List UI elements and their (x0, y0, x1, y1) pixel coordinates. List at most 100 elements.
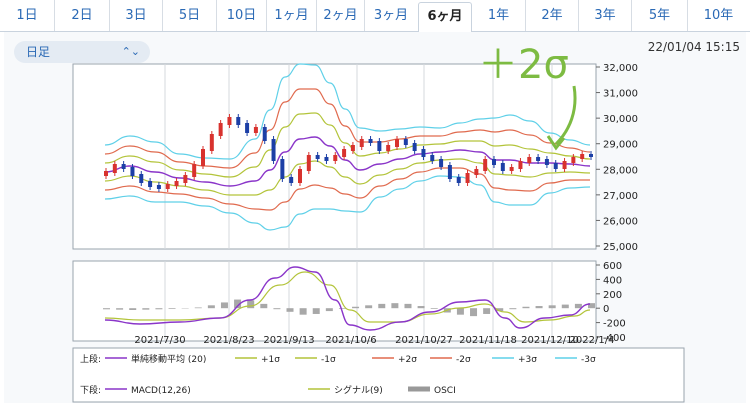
annotation-arrow-head (546, 135, 566, 151)
tab-14[interactable]: 10年 (703, 8, 734, 23)
band-minus3-line (104, 175, 591, 231)
tab-8[interactable]: 3ヶ月 (373, 8, 409, 23)
lower-plot-frame (72, 260, 597, 342)
tab-3[interactable]: 3日 (110, 0, 163, 31)
candle-body-55 (589, 154, 593, 157)
upper-ytick-label-1: 31,000 (603, 89, 638, 100)
osci-bar-21 (378, 303, 386, 309)
candle-body-12 (209, 134, 214, 151)
tab-7[interactable]: 2ヶ月 (317, 0, 365, 31)
period-select-value: 日足 (26, 45, 51, 59)
candle-body-24 (315, 155, 320, 159)
candle-body-11 (201, 149, 205, 166)
osci-bar-20 (365, 305, 373, 309)
candle-body-30 (368, 139, 373, 143)
xtick-label-6: 2021/12/10 (521, 335, 579, 346)
candle-body-46 (509, 167, 514, 171)
osci-bar-22 (391, 303, 399, 309)
osci-bar-15 (299, 308, 307, 315)
legend-lower-item-0: MACD(12,26) (131, 386, 191, 396)
tab-12[interactable]: 3年 (579, 0, 632, 31)
annotation-arrow-shaft (554, 85, 577, 146)
candle-body-4 (139, 174, 144, 183)
osci-bar-2 (129, 308, 137, 310)
xtick-label-7: 2022/1/4 (570, 335, 615, 346)
tab-6[interactable]: 1ヶ月 (267, 0, 317, 31)
legend-upper-item-4: -2σ (456, 355, 471, 365)
candle-body-14 (227, 117, 232, 125)
legend-upper-item-5: +3σ (518, 355, 537, 365)
xtick-label-1: 2021/8/23 (203, 335, 254, 346)
osci-bar-8 (207, 305, 215, 309)
candle-body-38 (439, 159, 444, 167)
candle-body-47 (518, 161, 523, 169)
band-plus3-line (104, 63, 591, 160)
upper-ytick-label-2: 30,000 (603, 114, 638, 125)
tab-1[interactable]: 1日 (0, 0, 55, 31)
xtick-label-0: 2021/7/30 (134, 335, 185, 346)
candle-body-42 (474, 169, 479, 175)
legend-upper-item-1: +1σ (261, 355, 280, 365)
tab-11[interactable]: 2年 (526, 0, 579, 31)
candle-body-41 (465, 173, 470, 183)
osci-bar-5 (168, 308, 176, 309)
macd-line (104, 266, 591, 331)
candle-body-5 (148, 181, 153, 187)
candle-body-7 (165, 184, 170, 189)
tab-2[interactable]: 2日 (55, 0, 110, 31)
candle-body-23 (306, 155, 311, 171)
candle-body-19 (271, 139, 276, 161)
osci-bar-0 (103, 308, 110, 310)
candle-body-29 (359, 139, 364, 147)
candle-body-34 (403, 139, 408, 145)
osci-bar-16 (312, 308, 320, 314)
candle-body-20 (280, 159, 285, 179)
candle-body-54 (580, 154, 585, 159)
chevron-updown-icon: ⌃⌄ (121, 45, 140, 58)
osci-bar-27 (456, 308, 464, 315)
candle-body-10 (192, 164, 197, 177)
lower-ytick-label-5: -400 (603, 333, 626, 344)
candle-body-40 (456, 177, 461, 183)
osci-bar-36 (574, 303, 582, 309)
candle-body-15 (236, 117, 241, 125)
osci-bar-37 (588, 303, 595, 309)
candle-body-16 (245, 123, 250, 133)
upper-ytick-label-7: 25,000 (603, 242, 638, 253)
upper-ytick-label-0: 32,000 (603, 63, 638, 74)
tab-10[interactable]: 1年 (472, 0, 526, 31)
osci-bar-24 (417, 306, 425, 309)
osci-bar-13 (273, 308, 281, 310)
tab-5[interactable]: 10日 (217, 0, 267, 31)
osci-bar-19 (352, 306, 360, 309)
tab-4[interactable]: 5日 (163, 0, 217, 31)
band-plus2-line (104, 88, 591, 169)
candle-body-18 (262, 127, 267, 141)
candle-body-35 (412, 143, 417, 151)
legend-lower-item-1: シグナル(9) (334, 384, 383, 396)
lower-ytick-label-2: 200 (603, 290, 622, 301)
candle-body-48 (527, 157, 532, 163)
period-select[interactable]: 日足 ⌃⌄ (14, 41, 150, 63)
legend-lower-label: 下段: (80, 384, 101, 396)
candle-body-44 (492, 159, 496, 165)
legend-lower-item-2: OSCI (434, 386, 456, 396)
candle-body-43 (483, 159, 488, 171)
osci-bar-18 (338, 308, 346, 309)
osci-bar-3 (142, 308, 150, 310)
osci-bar-17 (325, 308, 333, 312)
tab-13[interactable]: 5年 (632, 0, 688, 31)
osci-bar-14 (286, 308, 294, 312)
osci-bar-30 (496, 308, 504, 312)
lower-ytick-label-3: 0 (603, 304, 609, 315)
candle-body-1 (112, 164, 117, 173)
candle-body-36 (421, 149, 426, 157)
osci-bar-29 (483, 308, 491, 314)
osci-bar-12 (260, 303, 268, 309)
osci-bar-34 (548, 305, 556, 309)
candle-body-13 (218, 123, 223, 136)
candle-body-2 (121, 164, 126, 169)
candle-body-9 (183, 175, 188, 183)
candle-body-22 (298, 169, 302, 183)
